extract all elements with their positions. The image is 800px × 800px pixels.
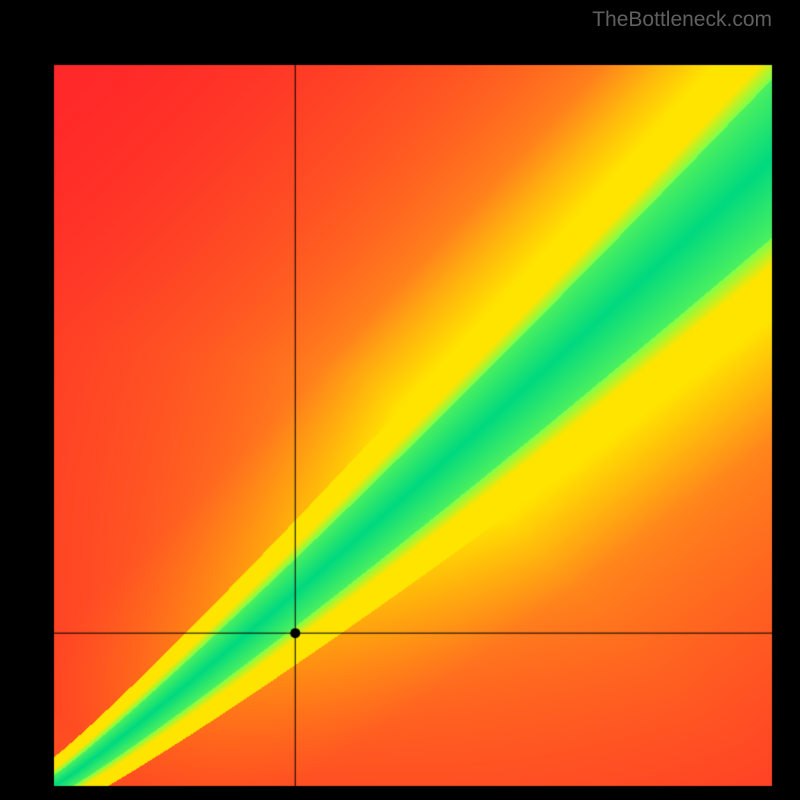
bottleneck-chart: TheBottleneck.com <box>0 0 800 800</box>
attribution-text: TheBottleneck.com <box>592 8 772 32</box>
heatmap-canvas <box>0 0 800 800</box>
